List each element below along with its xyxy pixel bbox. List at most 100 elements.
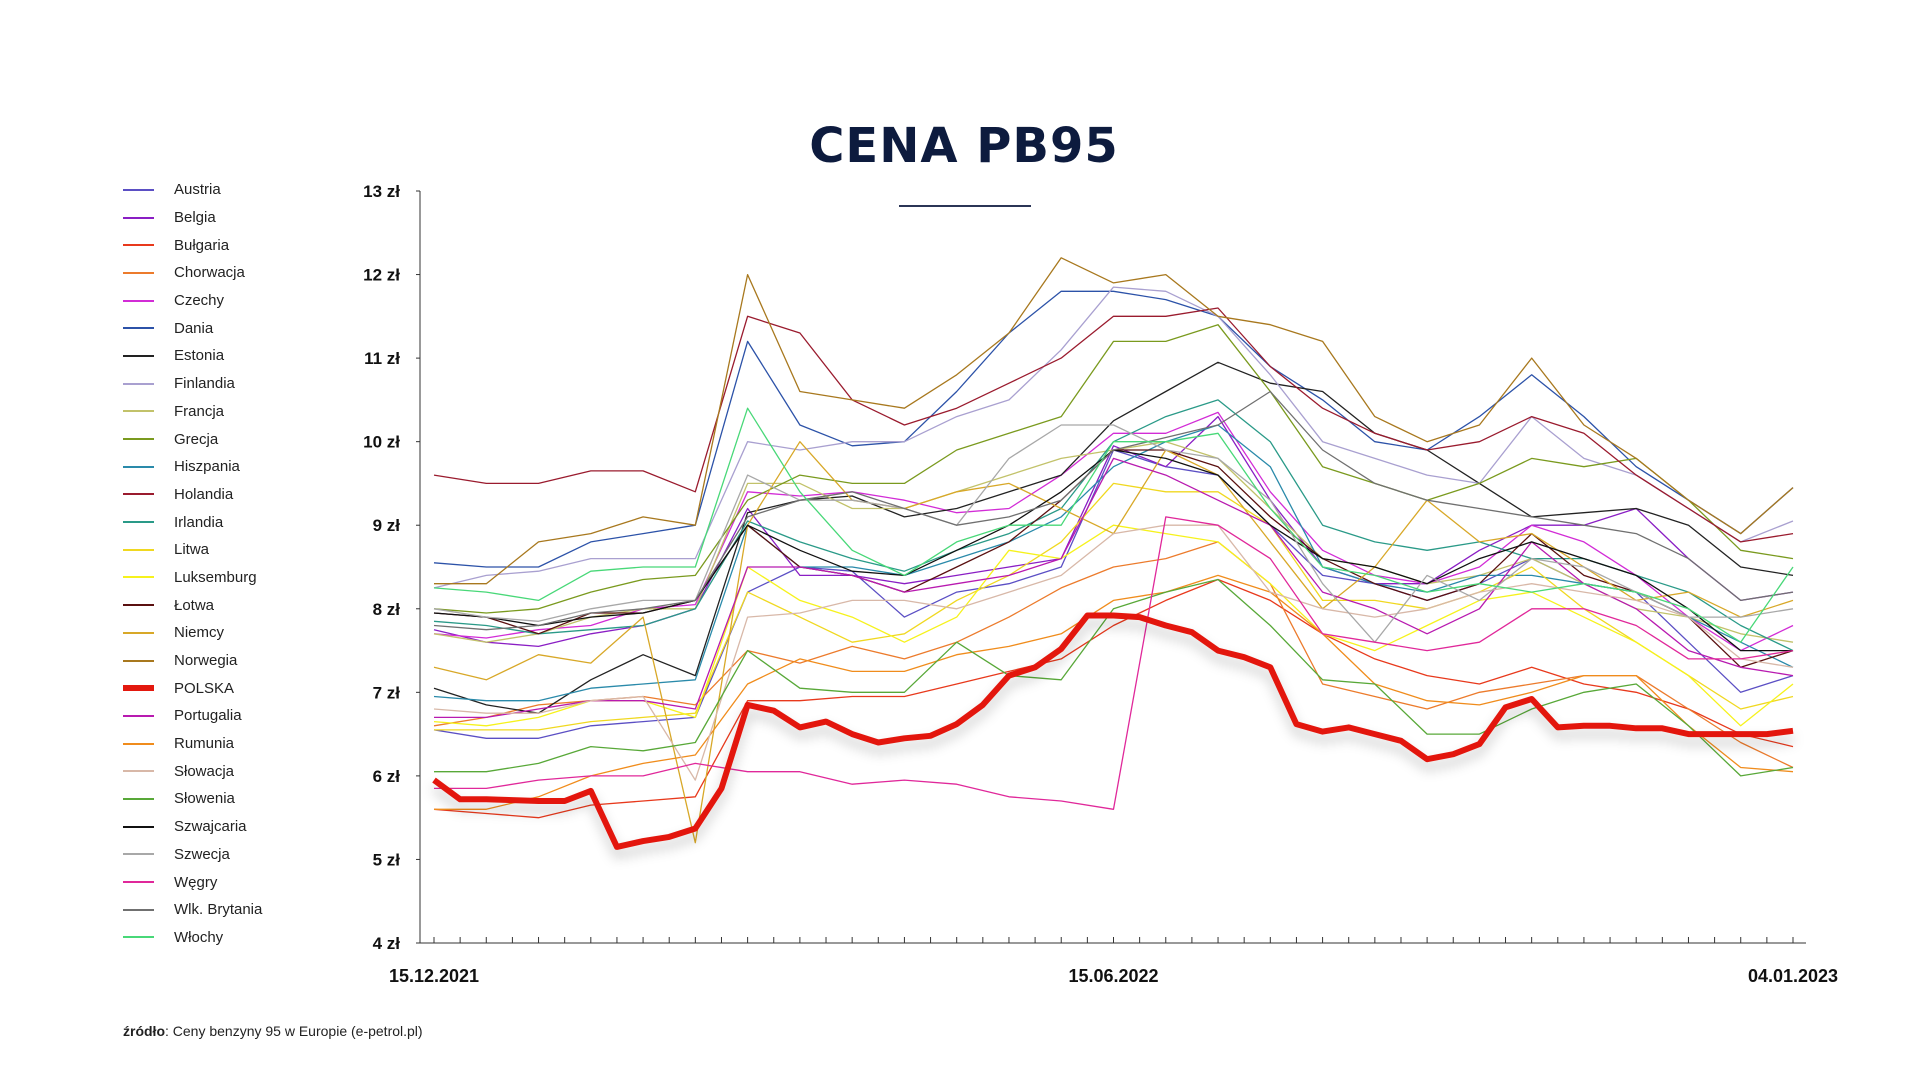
legend-item: Węgry [123,868,262,896]
legend-item: Estonia [123,342,262,370]
legend-item: Portugalia [123,702,262,730]
series-line-węgry [434,516,1794,810]
y-tick-label: 4 zł [373,934,401,953]
series-line-chorwacja [433,541,1794,769]
legend-item: Irlandia [123,508,262,536]
legend-label: Hiszpania [174,458,240,476]
legend-swatch [123,659,154,662]
legend-label: Wlk. Brytania [174,901,263,919]
series-line-litwa [434,482,1794,731]
legend-item: Grecja [123,425,262,453]
axes: 4 zł 5 zł 6 zł 7 zł 8 zł 9 zł 10 zł 11 zł 12 zł 1… [363,182,1838,986]
legend-item: Czechy [123,287,262,315]
legend-swatch [123,685,154,692]
legend-swatch [123,604,154,607]
legend-label: Chorwacja [174,264,245,282]
y-tick-label: 12 zł [363,266,400,285]
legend-item: Szwecja [123,841,262,869]
x-tick-label: 15.12.2021 [389,966,479,986]
legend-item: Holandia [123,481,262,509]
legend-swatch [123,631,154,634]
series-line-słowacja [433,524,1794,781]
y-tick-label: 10 zł [363,433,400,452]
legend-swatch [123,521,154,524]
y-tick-label: 5 zł [373,850,401,869]
series-line-rumunia [434,574,1794,810]
chart-title: CENA PB95 [809,118,1119,174]
legend-item: Belgia [123,204,262,232]
legend-label: Portugalia [174,707,242,725]
legend-item: Niemcy [123,619,262,647]
series-line-szwecja [433,424,1794,643]
legend-item: Hiszpania [123,453,262,481]
legend-item: Francja [123,398,262,426]
y-tick-label: 9 zł [373,516,401,535]
legend-label: Belgia [174,209,216,227]
legend-item: Łotwa [123,591,262,619]
legend-item: Włochy [123,924,262,952]
y-tick-label: 11 zł [364,349,400,368]
legend-label: Szwajcaria [174,818,247,836]
series-line-holandia [433,307,1794,543]
legend-label: Rumunia [174,735,235,753]
legend-label: POLSKA [174,679,235,697]
series-line-czechy [433,411,1794,652]
legend-label: Litwa [174,541,210,559]
legend-label: Francja [174,402,225,420]
legend-item: Austria [123,176,262,204]
legend: Austria Belgia Bułgaria Chorwacja Czechy Dani… [123,176,262,951]
legend-swatch [123,548,154,551]
series-line-grecja [433,324,1794,614]
y-tick-label: 7 zł [373,683,401,702]
legend-item: Chorwacja [123,259,262,287]
legend-swatch [123,216,154,219]
legend-label: Finlandia [174,375,235,393]
series-line-słowenia [434,578,1794,777]
x-tick-label: 15.06.2022 [1068,966,1158,986]
legend-swatch [123,881,154,884]
legend-swatch [123,354,154,357]
legend-label: Bułgaria [174,236,230,254]
y-tick-label: 6 zł [373,767,401,786]
legend-swatch [123,714,154,717]
legend-item: POLSKA [123,674,262,702]
legend-item: Rumunia [123,730,262,758]
legend-label: Irlandia [174,513,224,531]
legend-swatch [123,410,154,413]
legend-swatch [123,742,154,745]
legend-swatch [123,576,154,579]
legend-item: Finlandia [123,370,262,398]
legend-swatch [123,438,154,441]
legend-swatch [123,936,154,939]
legend-label: Łotwa [174,596,215,614]
series-lines [432,257,1794,850]
legend-swatch [123,825,154,828]
legend-label: Luksemburg [174,568,257,586]
legend-item: Słowacja [123,757,262,785]
legend-item: Wlk. Brytania [123,896,262,924]
source-label: źródło [123,1023,165,1039]
series-line-hiszpania [433,424,1794,702]
series-line-włochy [433,407,1794,643]
legend-item: Norwegia [123,647,262,675]
series-line-estonia [433,361,1794,714]
y-tick-label: 13 zł [363,182,400,201]
legend-label: Słowenia [174,790,235,808]
series-line-polska [432,612,1794,850]
legend-item: Szwajcaria [123,813,262,841]
series-line-norwegia [434,257,1794,585]
legend-label: Norwegia [174,652,238,670]
legend-item: Bułgaria [123,231,262,259]
x-tick-label: 04.01.2023 [1748,966,1838,986]
legend-swatch [123,327,154,330]
legend-swatch [123,853,154,856]
legend-item: Słowenia [123,785,262,813]
legend-swatch [123,770,154,773]
legend-label: Estonia [174,347,225,365]
legend-swatch [123,271,154,274]
legend-item: Dania [123,314,262,342]
legend-swatch [123,244,154,247]
legend-label: Węgry [174,873,218,891]
series-line-portugalia [434,457,1794,719]
